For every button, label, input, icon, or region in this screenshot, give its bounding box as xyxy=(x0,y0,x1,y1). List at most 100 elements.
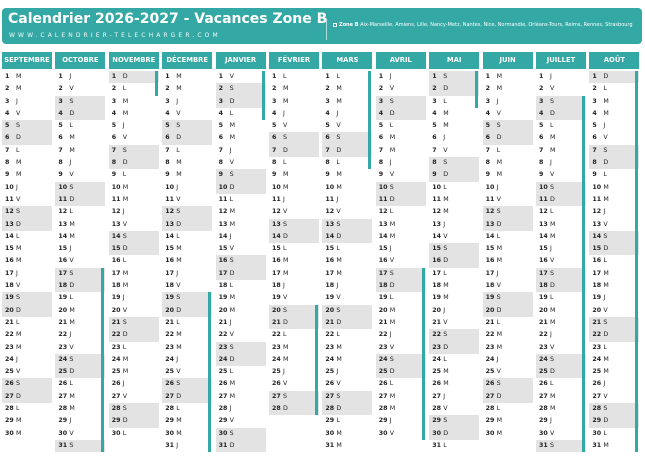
day-number: 28 xyxy=(325,405,335,413)
day-list: 1 D 2 L 3 M 4 M 5 J 6 V 7 S 8 D 9 L 10 M 11 M 12 J 13 V 14 S 15 D 16 L 1… xyxy=(108,71,159,440)
day-letter: M xyxy=(69,405,75,413)
day-letter: M xyxy=(336,441,342,449)
day-row: 22 J xyxy=(55,329,105,341)
day-row: 27 D xyxy=(482,390,533,404)
day-letter: M xyxy=(176,257,182,265)
day-letter: D xyxy=(550,195,555,203)
day-letter: M xyxy=(176,331,182,339)
day-letter: M xyxy=(496,85,503,93)
day-row: 14 D xyxy=(269,230,319,244)
day-number: 6 xyxy=(218,134,223,142)
day-letter: J xyxy=(229,232,232,240)
day-row: 29 D xyxy=(108,415,159,428)
day-list: 1 V 2 S 3 D 4 L 5 M 6 M 7 J 8 V 9 S 10 D 11 L 12 M 13 M 14 J 15 V 16 S 1… xyxy=(215,71,266,453)
day-number: 31 xyxy=(218,441,228,449)
day-letter: M xyxy=(229,306,236,314)
day-letter: V xyxy=(603,220,608,228)
day-number: 7 xyxy=(485,146,490,154)
day-letter: D xyxy=(336,405,342,413)
calendar-grid: SEPTEMBRE 1 M 2 M 3 J 4 V 5 S 6 D 7 L 8 M 9 M 10 J 11 V 12 S 13 D 1… xyxy=(2,52,643,462)
day-row: 18 V xyxy=(483,280,533,292)
day-number: 8 xyxy=(592,159,597,167)
site-url[interactable]: WWW.CALENDRIER-TELECHARGER.COM xyxy=(9,32,221,39)
day-row: 25 D xyxy=(536,366,586,379)
day-letter: M xyxy=(176,343,182,351)
day-number: 19 xyxy=(272,294,281,302)
day-number: 15 xyxy=(58,245,68,253)
day-letter: V xyxy=(389,257,395,265)
day-row: 22 S xyxy=(429,329,480,342)
day-number: 7 xyxy=(432,146,437,154)
day-row: 10 M xyxy=(322,182,372,194)
day-letter: D xyxy=(283,146,288,154)
day-number: 19 xyxy=(485,294,495,302)
day-row: 10 M xyxy=(589,182,639,194)
day-row: 15 L xyxy=(322,243,372,255)
day-letter: M xyxy=(389,220,396,228)
day-row: 18 M xyxy=(429,280,479,292)
day-letter: J xyxy=(283,195,285,203)
day-row: 27 M xyxy=(55,391,105,403)
day-number: 7 xyxy=(111,146,117,154)
day-number: 25 xyxy=(592,368,602,376)
day-row: 22 D xyxy=(589,329,640,342)
day-letter: S xyxy=(496,380,501,388)
day-row: 21 S xyxy=(108,316,159,330)
day-row: 26 J xyxy=(589,378,639,390)
day-row: 20 M xyxy=(376,305,426,317)
day-letter: S xyxy=(16,380,20,388)
day-letter: V xyxy=(443,146,448,154)
day-number: 29 xyxy=(325,417,335,425)
day-number: 28 xyxy=(592,405,602,413)
day-letter: D xyxy=(229,183,235,191)
day-number: 19 xyxy=(111,294,121,302)
day-number: 7 xyxy=(592,146,597,154)
day-letter: V xyxy=(283,122,288,130)
day-number: 29 xyxy=(485,417,495,425)
day-row: 13 S xyxy=(269,218,319,231)
day-number: 31 xyxy=(58,441,68,449)
day-letter: J xyxy=(69,417,72,425)
day-letter: S xyxy=(389,269,394,277)
day-number: 9 xyxy=(378,171,384,179)
day-number: 14 xyxy=(272,232,281,240)
day-row: 23 S xyxy=(215,341,266,354)
day-letter: J xyxy=(176,97,179,105)
day-letter: L xyxy=(16,232,20,240)
day-letter: M xyxy=(336,171,342,179)
day-number: 14 xyxy=(539,232,548,240)
day-row: 25 M xyxy=(109,366,159,378)
month-column: OCTOBRE 1 J 2 V 3 S 4 D 5 L 6 M 7 M 8 J 9 V 10 S 11 D 12 L 13 M 14 M… xyxy=(55,52,106,457)
day-row: 29 L xyxy=(322,415,372,427)
day-number: 12 xyxy=(5,208,14,216)
month-header: MARS xyxy=(322,52,373,69)
day-letter: L xyxy=(550,294,554,302)
day-number: 10 xyxy=(485,183,495,191)
day-number: 12 xyxy=(111,208,121,216)
day-number: 27 xyxy=(539,392,548,400)
day-number: 13 xyxy=(165,220,174,228)
day-row: 25 V xyxy=(2,366,52,378)
day-row: 30 L xyxy=(589,428,639,440)
day-letter: V xyxy=(336,380,341,388)
day-letter: J xyxy=(122,122,125,130)
day-row: 12 J xyxy=(109,206,159,218)
day-letter: M xyxy=(229,380,236,388)
day-letter: V xyxy=(16,368,21,376)
day-letter: S xyxy=(122,318,127,326)
day-row: 18 J xyxy=(269,280,319,292)
day-letter: D xyxy=(603,159,609,167)
day-number: 15 xyxy=(485,245,495,253)
day-letter: V xyxy=(16,109,21,117)
day-letter: L xyxy=(550,122,554,130)
day-letter: M xyxy=(69,306,75,314)
